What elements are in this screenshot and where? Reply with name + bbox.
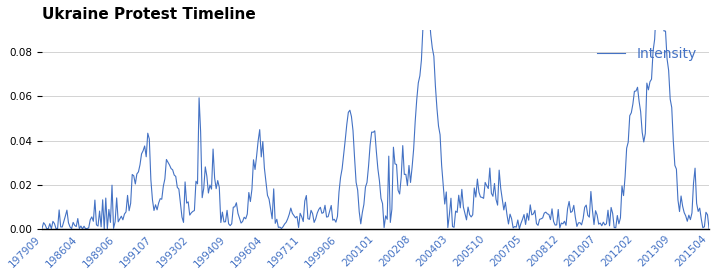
Intensity bbox=[78, 227, 87, 231]
Intensity bbox=[211, 176, 219, 180]
Intensity bbox=[164, 161, 173, 164]
Intensity bbox=[257, 155, 266, 158]
Intensity bbox=[150, 209, 158, 212]
Intensity bbox=[62, 208, 71, 212]
Intensity bbox=[705, 227, 713, 230]
Legend: Intensity: Intensity bbox=[592, 41, 702, 66]
Intensity bbox=[38, 227, 47, 230]
Line: Intensity: Intensity bbox=[42, 1, 709, 229]
Intensity bbox=[568, 210, 576, 213]
Text: Ukraine Protest Timeline: Ukraine Protest Timeline bbox=[42, 7, 256, 22]
Intensity bbox=[423, 0, 432, 2]
